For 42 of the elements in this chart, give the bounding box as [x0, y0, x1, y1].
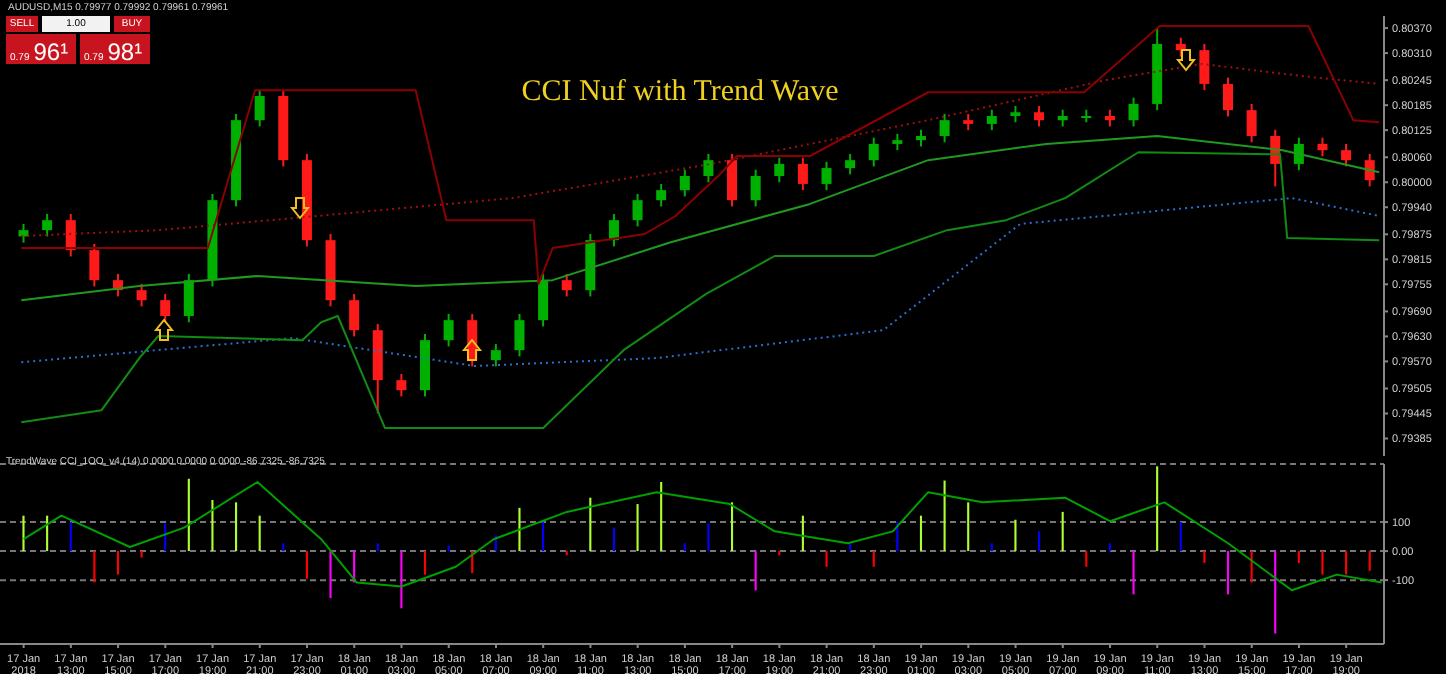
candlestick: [1341, 142, 1352, 168]
candlestick: [254, 88, 265, 128]
candlestick: [821, 160, 832, 192]
candlestick: [797, 156, 808, 192]
candlestick: [443, 312, 454, 348]
candlestick: [18, 222, 29, 244]
line-series: [22, 481, 1383, 592]
candlestick: [868, 136, 879, 168]
candlestick: [160, 292, 171, 324]
candlestick: [727, 152, 738, 208]
candlestick: [1246, 102, 1257, 144]
candlestick: [608, 212, 619, 248]
candlestick: [1317, 136, 1328, 158]
candlestick: [845, 152, 856, 176]
candlestick: [490, 342, 501, 368]
candlestick: [136, 282, 147, 308]
candlestick: [538, 272, 549, 328]
candlestick: [514, 312, 525, 358]
candlestick: [349, 292, 360, 338]
candlestick: [656, 182, 667, 208]
candlestick: [183, 272, 194, 324]
candlestick: [632, 192, 643, 228]
candlestick: [703, 152, 714, 184]
candlestick: [42, 212, 53, 238]
line-series: [20, 135, 1381, 302]
candlestick: [939, 112, 950, 144]
candlestick: [561, 272, 572, 298]
candlestick: [986, 108, 997, 132]
candlestick: [396, 372, 407, 398]
candlestick: [1199, 42, 1210, 92]
candlestick: [1293, 136, 1304, 172]
candlestick: [1034, 105, 1045, 128]
candlestick: [774, 156, 785, 184]
candlestick: [65, 212, 76, 258]
line-series: [20, 197, 1381, 367]
candlestick: [1223, 76, 1233, 118]
candlestick: [89, 242, 100, 288]
candlestick: [750, 168, 761, 208]
candlestick: [679, 168, 690, 198]
candlestick: [1128, 96, 1139, 128]
candlestick: [1364, 152, 1375, 188]
text: CCI Nuf with Trend Wave: [519, 76, 841, 110]
